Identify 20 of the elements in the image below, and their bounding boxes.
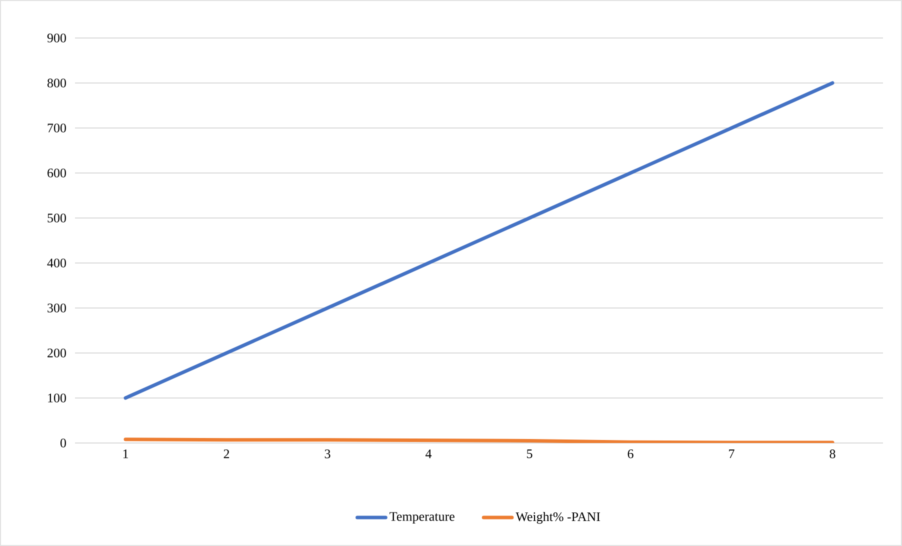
x-tick-label: 5 [527, 450, 532, 458]
y-tick-label: 300 [48, 304, 66, 312]
x-tick-label: 4 [426, 450, 432, 458]
x-tick-label: 3 [324, 450, 330, 458]
y-tick-label: 800 [47, 78, 66, 88]
y-tick-label: 100 [48, 394, 66, 402]
y-tick-label: 500 [48, 214, 66, 222]
y-tick-label: 200 [48, 348, 66, 358]
y-tick-label: 600 [48, 168, 66, 178]
x-tick-label: 1 [123, 450, 128, 458]
y-tick-label: 400 [47, 258, 66, 268]
x-tick-label: 6 [628, 450, 634, 458]
y-tick-label: 700 [48, 124, 66, 132]
legend-label: Temperature [390, 512, 454, 524]
legend-label: Weight% -PANI [516, 512, 600, 524]
x-tick-label: 7 [729, 450, 734, 458]
y-tick-label: 900 [47, 34, 66, 42]
x-tick-label: 8 [830, 450, 836, 458]
x-tick-label: 2 [224, 450, 230, 458]
y-tick-label: 0 [60, 438, 66, 448]
